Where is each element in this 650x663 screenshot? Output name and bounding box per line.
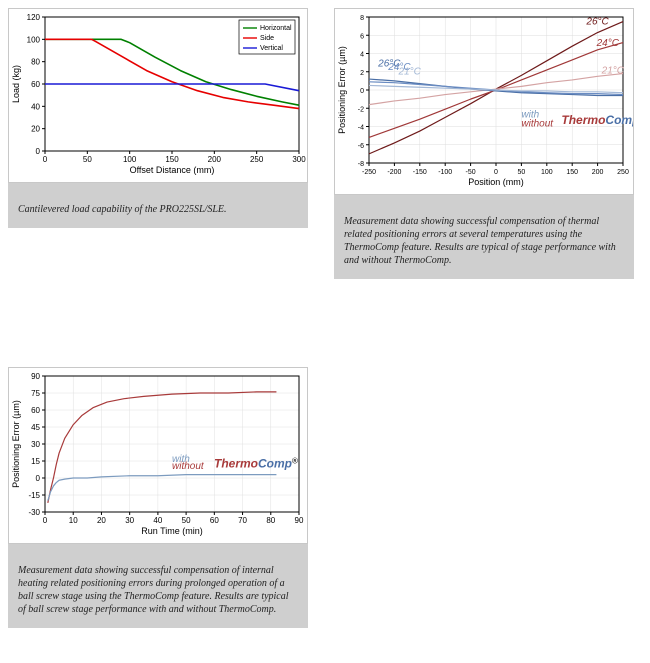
- svg-text:200: 200: [208, 155, 222, 164]
- svg-text:50: 50: [182, 516, 191, 525]
- svg-text:100: 100: [541, 169, 553, 176]
- svg-text:-200: -200: [387, 169, 401, 176]
- chart-load-capability: 0 50 100 150 200 250 300 0 20 40 60 80 100 120 Offset …: [8, 8, 308, 183]
- svg-text:-8: -8: [358, 161, 364, 168]
- chart-grid: 050100150200250300020406080100120Offset …: [8, 8, 642, 628]
- panel-runtime-comp: 0 10 20 30 40 50 60 70 80 90 -30 -15 0 15 30 45 60 75 90 Ru…: [8, 367, 308, 628]
- svg-text:21°C: 21°C: [601, 66, 625, 77]
- svg-text:24°C: 24°C: [596, 38, 620, 49]
- caption-1: Cantilevered load capability of the PRO2…: [8, 183, 308, 228]
- svg-text:Run Time (min): Run Time (min): [141, 526, 203, 536]
- svg-text:90: 90: [31, 372, 40, 381]
- svg-text:60: 60: [31, 406, 40, 415]
- svg-text:without: without: [172, 461, 205, 472]
- svg-text:100: 100: [27, 35, 41, 44]
- svg-text:-15: -15: [28, 491, 40, 500]
- svg-text:15: 15: [31, 457, 40, 466]
- chart1-svg: 0 50 100 150 200 250 300 0 20 40 60 80 100 120 Offset …: [9, 9, 307, 177]
- svg-text:Side: Side: [260, 35, 274, 42]
- svg-text:250: 250: [617, 169, 629, 176]
- svg-text:100: 100: [123, 155, 137, 164]
- svg-text:50: 50: [83, 155, 92, 164]
- svg-text:250: 250: [250, 155, 264, 164]
- panel-load-capability: 0 50 100 150 200 250 300 0 20 40 60 80 100 120 Offset …: [8, 8, 308, 279]
- svg-text:0: 0: [36, 474, 41, 483]
- svg-text:21°C: 21°C: [397, 66, 421, 77]
- svg-text:300: 300: [292, 155, 306, 164]
- svg-text:80: 80: [31, 58, 40, 67]
- svg-text:0: 0: [360, 88, 364, 95]
- svg-text:75: 75: [31, 389, 40, 398]
- svg-text:0: 0: [36, 147, 41, 156]
- svg-text:90: 90: [295, 516, 304, 525]
- svg-text:-100: -100: [438, 169, 452, 176]
- svg-text:80: 80: [266, 516, 275, 525]
- svg-text:4: 4: [360, 52, 364, 59]
- svg-text:8: 8: [360, 15, 364, 22]
- svg-text:26°C: 26°C: [585, 16, 609, 27]
- svg-text:20: 20: [31, 125, 40, 134]
- caption-2: Measurement data showing successful comp…: [334, 195, 634, 279]
- svg-text:70: 70: [238, 516, 247, 525]
- svg-text:0: 0: [43, 516, 48, 525]
- chart-thermal-comp: -250 -200 -150 -100 -50 0 50 100 150 200 250 -8 -6 -4…: [334, 8, 634, 195]
- chart3-svg: 0 10 20 30 40 50 60 70 80 90 -30 -15 0 15 30 45 60 75 90 Ru…: [9, 368, 307, 538]
- svg-text:120: 120: [27, 13, 41, 22]
- svg-text:150: 150: [165, 155, 179, 164]
- svg-text:60: 60: [31, 80, 40, 89]
- svg-text:20: 20: [97, 516, 106, 525]
- svg-text:10: 10: [69, 516, 78, 525]
- chart2-svg: -250 -200 -150 -100 -50 0 50 100 150 200 250 -8 -6 -4…: [335, 9, 633, 189]
- svg-text:-2: -2: [358, 106, 364, 113]
- svg-text:40: 40: [153, 516, 162, 525]
- svg-text:0: 0: [494, 169, 498, 176]
- svg-text:40: 40: [31, 102, 40, 111]
- svg-text:45: 45: [31, 423, 40, 432]
- svg-text:Position (mm): Position (mm): [468, 177, 524, 187]
- svg-text:200: 200: [592, 169, 604, 176]
- svg-text:-6: -6: [358, 143, 364, 150]
- svg-text:Load (kg): Load (kg): [11, 65, 21, 103]
- svg-text:2: 2: [360, 70, 364, 77]
- svg-text:Positioning Error (µm): Positioning Error (µm): [337, 46, 347, 134]
- svg-text:-4: -4: [358, 125, 364, 132]
- svg-text:150: 150: [566, 169, 578, 176]
- svg-text:0: 0: [43, 155, 48, 164]
- svg-text:-30: -30: [28, 508, 40, 517]
- svg-text:50: 50: [518, 169, 526, 176]
- svg-text:Positioning Error (µm): Positioning Error (µm): [11, 400, 21, 488]
- svg-text:60: 60: [210, 516, 219, 525]
- caption-3: Measurement data showing successful comp…: [8, 544, 308, 628]
- svg-text:without: without: [521, 119, 554, 130]
- svg-text:Offset Distance (mm): Offset Distance (mm): [130, 165, 215, 175]
- svg-text:30: 30: [125, 516, 134, 525]
- chart-runtime-comp: 0 10 20 30 40 50 60 70 80 90 -30 -15 0 15 30 45 60 75 90 Ru…: [8, 367, 308, 544]
- svg-text:-50: -50: [466, 169, 476, 176]
- svg-text:Vertical: Vertical: [260, 45, 283, 52]
- svg-text:30: 30: [31, 440, 40, 449]
- svg-text:-150: -150: [413, 169, 427, 176]
- svg-text:ThermoComp®: ThermoComp®: [561, 113, 633, 127]
- panel-thermal-comp: -250 -200 -150 -100 -50 0 50 100 150 200 250 -8 -6 -4…: [334, 8, 634, 279]
- svg-text:ThermoComp®: ThermoComp®: [214, 457, 298, 471]
- svg-text:Horizontal: Horizontal: [260, 25, 292, 32]
- svg-text:6: 6: [360, 33, 364, 40]
- svg-text:-250: -250: [362, 169, 376, 176]
